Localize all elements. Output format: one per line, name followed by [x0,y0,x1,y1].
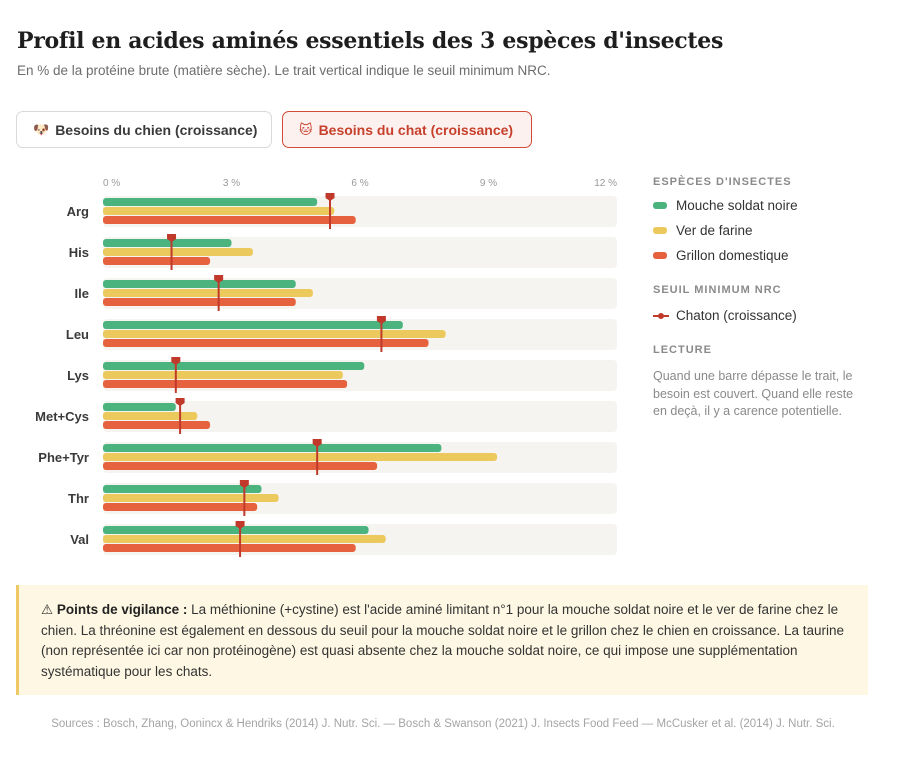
bar [103,257,211,265]
amino-acid-bar-chart: 0 % 3 % 6 % 9 % 12 % Arg His Ile Leu Lys Met+Cys Ph… [35,178,617,557]
category-label: Ile [75,286,89,301]
threshold-marker-icon [653,310,669,322]
x-tick-label: 9 % [480,178,497,189]
bar [103,535,386,543]
bar [103,216,356,224]
threshold-marker [167,234,177,242]
legend-species-heading: ESPÈCES D'INSECTES [653,176,792,188]
x-tick-label: 6 % [351,178,368,189]
x-tick-label: 3 % [223,178,240,189]
bar [103,503,258,511]
bar [103,526,369,534]
legend-threshold-heading: SEUIL MINIMUM NRC [653,284,782,296]
legend-item-bsf: Mouche soldat noire [653,198,868,213]
bar [103,321,403,329]
bar [103,239,232,247]
bar [103,280,296,288]
row-background [103,401,617,432]
bar [103,544,356,552]
bar [103,198,318,206]
bar [103,403,176,411]
bar [103,298,296,306]
category-label: Arg [67,204,89,219]
bar [103,248,253,256]
threshold-marker [376,316,386,324]
warning-icon: ⚠ [41,602,54,617]
tab-cat-needs[interactable]: 🐱 Besoins du chat (croissance) [282,111,532,148]
legend-swatch-cricket [653,252,667,259]
bar [103,421,211,429]
bar [103,462,378,470]
page-subtitle: En % de la protéine brute (matière sèche… [17,63,551,78]
bar [103,330,446,338]
bar [103,412,198,420]
category-label: Lys [67,368,89,383]
category-label: Leu [66,327,89,342]
tab-dog-label: Besoins du chien (croissance) [55,121,258,138]
page-title: Profil en acides aminés essentiels des 3… [17,28,724,54]
category-label: Val [70,532,89,547]
threshold-marker [214,275,224,283]
bar [103,485,262,493]
category-label: His [69,245,89,260]
legend-swatch-bsf [653,202,667,209]
category-label: Met+Cys [35,409,89,424]
bar [103,494,279,502]
dog-icon: 🐶 [33,121,50,137]
bar [103,339,429,347]
threshold-marker [239,480,249,488]
bar [103,371,343,379]
bar [103,207,335,215]
threshold-marker [235,521,245,529]
tab-dog-needs[interactable]: 🐶 Besoins du chien (croissance) [16,111,272,148]
legend-panel: ESPÈCES D'INSECTES Mouche soldat noire V… [653,176,868,421]
legend-label-cricket: Grillon domestique [676,248,789,263]
legend-label-bsf: Mouche soldat noire [676,198,798,213]
vigilance-callout: ⚠ Points de vigilance : La méthionine (+… [16,585,868,695]
legend-swatch-mealworm [653,227,667,234]
category-label: Phe+Tyr [38,450,89,465]
legend-item-threshold: Chaton (croissance) [653,308,868,323]
bar [103,380,348,388]
x-tick-label: 12 % [594,178,617,189]
cat-icon: 🐱 [299,121,313,137]
sources-footer: Sources : Bosch, Zhang, Oonincx & Hendri… [51,718,835,730]
legend-item-mealworm: Ver de farine [653,223,868,238]
row-background [103,237,617,268]
vigilance-text: La méthionine (+cystine) est l'acide ami… [41,602,844,679]
bar [103,362,365,370]
x-tick-label: 0 % [103,178,120,189]
legend-label-mealworm: Ver de farine [676,223,753,238]
legend-item-cricket: Grillon domestique [653,248,868,263]
threshold-marker [171,357,181,365]
vigilance-label: Points de vigilance : [56,602,188,617]
bar [103,289,313,297]
threshold-marker [325,193,335,201]
threshold-marker [175,398,185,406]
legend-reading-heading: LECTURE [653,344,712,356]
legend-label-threshold: Chaton (croissance) [676,308,797,323]
threshold-marker [312,439,322,447]
bar [103,444,442,452]
tab-cat-label: Besoins du chat (croissance) [318,121,514,138]
category-label: Thr [68,491,89,506]
bar [103,453,498,461]
legend-reading-text: Quand une barre dépasse le trait, le bes… [653,369,854,418]
